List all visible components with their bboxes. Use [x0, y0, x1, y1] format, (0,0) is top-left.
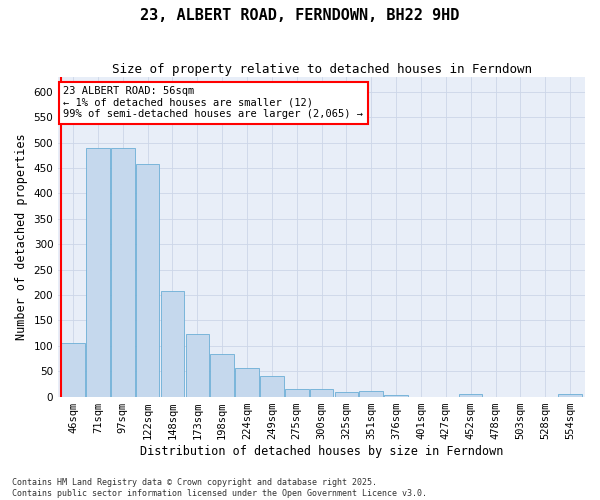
- Bar: [61, 344, 85, 396]
- Text: 23, ALBERT ROAD, FERNDOWN, BH22 9HD: 23, ALBERT ROAD, FERNDOWN, BH22 9HD: [140, 8, 460, 22]
- Bar: [459, 394, 482, 396]
- Bar: [335, 392, 358, 396]
- Bar: [558, 394, 582, 396]
- Title: Size of property relative to detached houses in Ferndown: Size of property relative to detached ho…: [112, 62, 532, 76]
- X-axis label: Distribution of detached houses by size in Ferndown: Distribution of detached houses by size …: [140, 444, 503, 458]
- Text: Contains HM Land Registry data © Crown copyright and database right 2025.
Contai: Contains HM Land Registry data © Crown c…: [12, 478, 427, 498]
- Text: 23 ALBERT ROAD: 56sqm
← 1% of detached houses are smaller (12)
99% of semi-detac: 23 ALBERT ROAD: 56sqm ← 1% of detached h…: [64, 86, 364, 120]
- Bar: [310, 389, 334, 396]
- Bar: [235, 368, 259, 396]
- Bar: [86, 148, 110, 396]
- Bar: [211, 354, 234, 397]
- Bar: [161, 292, 184, 397]
- Bar: [111, 148, 134, 396]
- Bar: [185, 334, 209, 396]
- Bar: [136, 164, 160, 396]
- Bar: [260, 376, 284, 396]
- Y-axis label: Number of detached properties: Number of detached properties: [15, 134, 28, 340]
- Bar: [359, 391, 383, 396]
- Bar: [385, 394, 408, 396]
- Bar: [285, 389, 308, 396]
